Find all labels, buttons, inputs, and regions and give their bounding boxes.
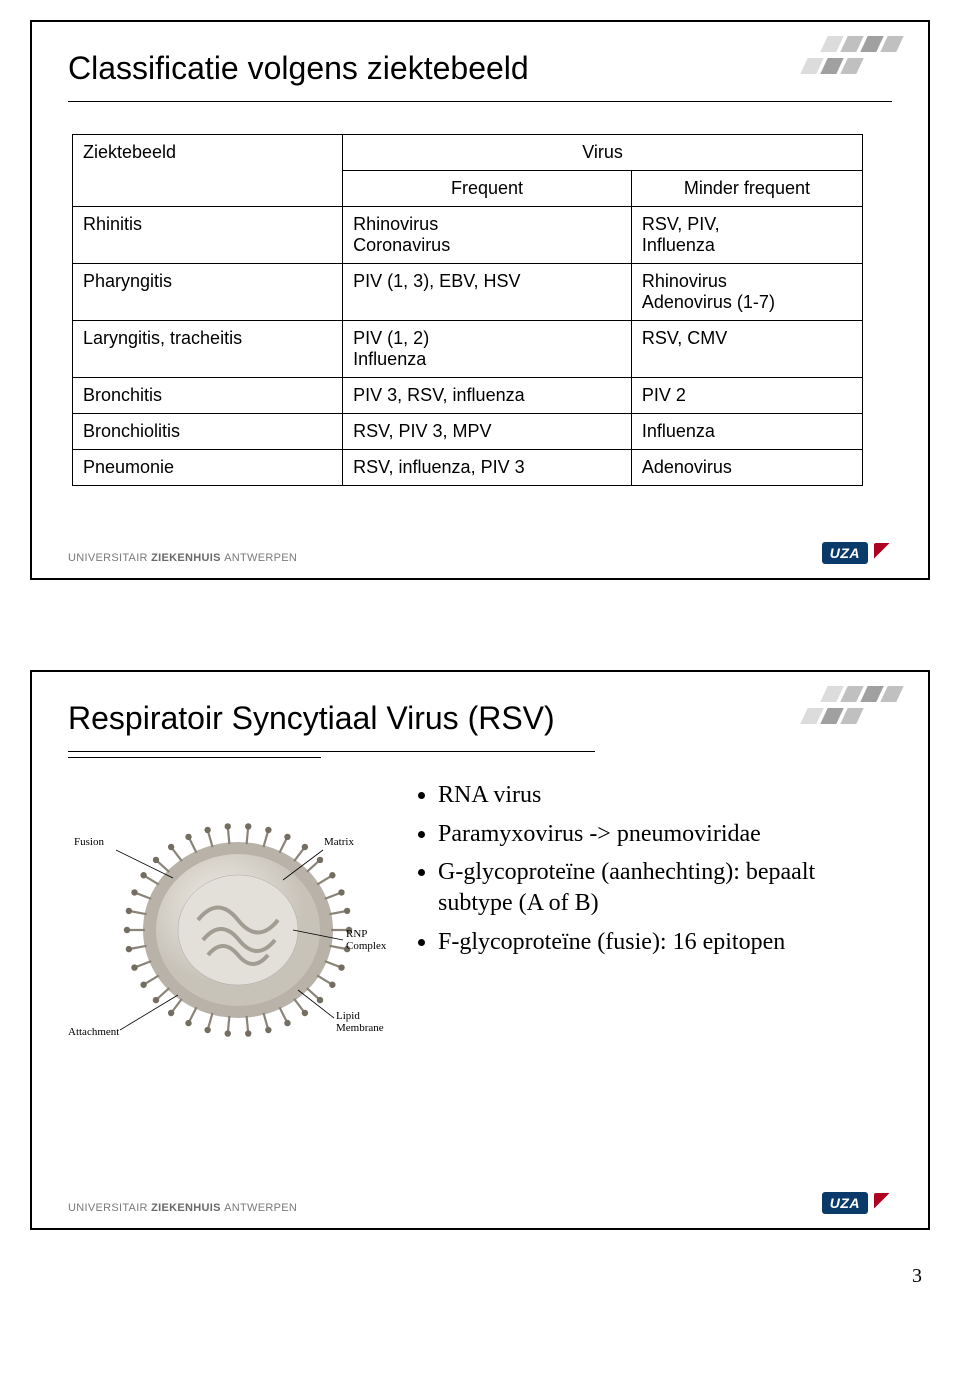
title-rule — [68, 101, 892, 102]
logo-swash-icon — [874, 543, 892, 563]
uza-logo: UZA — [822, 1192, 892, 1214]
bullet-list: RNA virus Paramyxovirus -> pneumoviridae… — [418, 780, 892, 1070]
table-row: PharyngitisPIV (1, 3), EBV, HSVRhinoviru… — [73, 264, 863, 321]
label-rnp: RNP Complex — [346, 928, 386, 952]
label-matrix: Matrix — [324, 836, 354, 848]
th-ziektebeeld: Ziektebeeld — [73, 135, 343, 207]
table-row: BronchitisPIV 3, RSV, influenzaPIV 2 — [73, 378, 863, 414]
label-lipid: Lipid Membrane — [336, 1010, 384, 1034]
logo-swash-icon — [874, 1193, 892, 1213]
table-body: RhinitisRhinovirus CoronavirusRSV, PIV, … — [73, 207, 863, 486]
page-number: 3 — [912, 1265, 922, 1288]
classification-table: Ziektebeeld Virus Frequent Minder freque… — [72, 134, 863, 486]
bullet-item: Paramyxovirus -> pneumoviridae — [438, 819, 892, 850]
table-row: PneumonieRSV, influenza, PIV 3Adenovirus — [73, 450, 863, 486]
slide-title: Respiratoir Syncytiaal Virus (RSV) — [68, 700, 892, 737]
slide-2: Respiratoir Syncytiaal Virus (RSV) — [30, 670, 930, 1230]
label-attachment: Attachment — [68, 1026, 119, 1038]
th-frequent: Frequent — [343, 171, 632, 207]
th-virus: Virus — [343, 135, 863, 171]
slide2-content: Fusion Matrix RNP Complex Lipid Membrane… — [68, 780, 892, 1070]
label-fusion: Fusion — [74, 836, 104, 848]
bullet-item: RNA virus — [438, 780, 892, 811]
bullet-item: G-glycoproteïne (aanhechting): bepaalt s… — [438, 857, 892, 918]
table-row: RhinitisRhinovirus CoronavirusRSV, PIV, … — [73, 207, 863, 264]
bullet-item: F-glycoproteïne (fusie): 16 epitopen — [438, 927, 892, 958]
virus-diagram: Fusion Matrix RNP Complex Lipid Membrane… — [68, 780, 398, 1070]
th-minder-frequent: Minder frequent — [631, 171, 862, 207]
uza-logo: UZA — [822, 542, 892, 564]
slide-title: Classificatie volgens ziektebeeld — [68, 50, 892, 87]
table-row: BronchiolitisRSV, PIV 3, MPVInfluenza — [73, 414, 863, 450]
footer-text: UNIVERSITAIR ZIEKENHUIS ANTWERPEN — [68, 1202, 297, 1214]
slide-1: Classificatie volgens ziektebeeld Ziekte… — [30, 20, 930, 580]
title-double-rule — [68, 751, 595, 752]
table-row: Laryngitis, tracheitisPIV (1, 2) Influen… — [73, 321, 863, 378]
footer-text: UNIVERSITAIR ZIEKENHUIS ANTWERPEN — [68, 552, 297, 564]
